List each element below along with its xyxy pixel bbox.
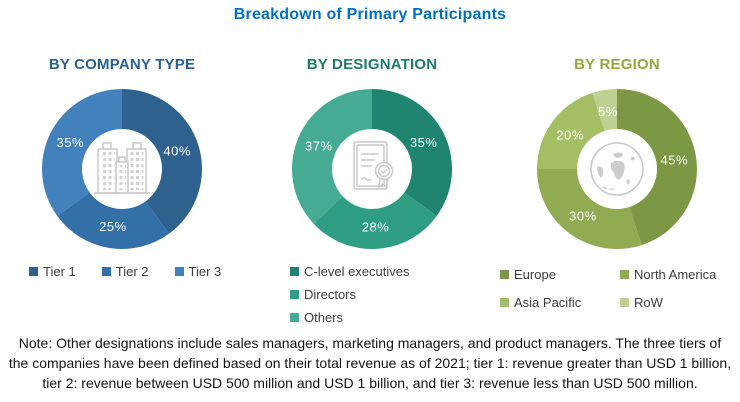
donut-slice	[122, 89, 202, 234]
legend-label: Others	[304, 310, 344, 325]
legend-item: North America	[620, 267, 737, 282]
legend-designation: C-level executives Directors Others	[290, 264, 467, 325]
legend-swatch	[620, 298, 629, 307]
donut-chart-company-type: 40% 25% 35%	[42, 89, 202, 249]
legend-label: Tier 1	[43, 264, 76, 279]
donut-slice	[42, 89, 123, 217]
chart-title-designation: BY DESIGNATION	[306, 56, 438, 73]
footnote: Note: Other designations include sales m…	[0, 334, 740, 394]
donut-slice	[57, 192, 170, 249]
legend-swatch	[500, 298, 509, 307]
legend-swatch	[29, 267, 38, 276]
donut-designation: 35% 28% 37%	[287, 84, 457, 254]
slice-label: 40%	[163, 144, 191, 159]
slice-label: 28%	[362, 219, 390, 234]
legend-label: Tier 2	[115, 264, 149, 279]
legend-swatch	[620, 270, 629, 279]
donut-region: 45% 30% 20% 5%	[532, 84, 702, 254]
legend-item: Europe	[500, 267, 620, 282]
legend-swatch	[174, 267, 184, 276]
legend-item: Tier 3	[174, 264, 222, 279]
donut-chart-region: 45% 30% 20% 5%	[537, 89, 697, 249]
slice-label: 30%	[569, 208, 597, 223]
legend-label: Asia Pacific	[514, 295, 582, 310]
legend-label: Tier 3	[188, 264, 222, 279]
legend-label: Directors	[304, 287, 357, 302]
legend-item: Others	[290, 310, 467, 325]
slice-label: 45%	[661, 152, 689, 167]
footnote-text: Note: Other designations include sales m…	[8, 335, 732, 391]
legend-item: C-level executives	[290, 264, 467, 279]
legend-item: Tier 2	[101, 264, 149, 279]
slice-label: 25%	[99, 219, 127, 234]
donut-slice	[537, 92, 605, 169]
donut-company-type: 40% 25% 35%	[37, 84, 207, 254]
chart-title-company-type: BY COMPANY TYPE	[48, 56, 196, 73]
donut-slice	[313, 192, 437, 249]
donut-slice	[617, 89, 697, 246]
legend-swatch	[290, 290, 299, 299]
legend-label: C-level executives	[304, 264, 410, 279]
legend-item: Directors	[290, 287, 467, 302]
legend-swatch	[290, 313, 299, 322]
legend-region: Europe North America Asia Pacific RoW	[500, 267, 737, 310]
legend-company-type: Tier 1 Tier 2 Tier 3	[29, 264, 221, 279]
legend-swatch	[101, 267, 111, 276]
legend-item: RoW	[620, 295, 737, 310]
slice-label: 20%	[556, 127, 584, 142]
donut-slice	[372, 89, 452, 217]
slice-label: 35%	[410, 135, 438, 150]
chart-by-company-type: BY COMPANY TYPE 40% 25% 35%	[27, 56, 221, 279]
donut-slice	[537, 169, 642, 249]
legend-item: Asia Pacific	[500, 295, 620, 310]
legend-label: Europe	[514, 267, 556, 282]
legend-label: North America	[634, 267, 717, 282]
page-title: Breakdown of Primary Participants	[233, 6, 507, 23]
legend-item: Tier 1	[29, 264, 76, 279]
legend-swatch	[290, 267, 299, 276]
slice-label: 5%	[598, 104, 618, 119]
chart-title-region: BY REGION	[574, 56, 660, 73]
donut-slice	[592, 89, 617, 131]
legend-label: RoW	[634, 295, 663, 310]
slice-label: 35%	[57, 135, 85, 150]
chart-by-region: BY REGION 45% 30% 20% 5% Europe North Americ…	[497, 56, 737, 310]
slice-label: 37%	[305, 139, 333, 154]
donut-chart-designation: 35% 28% 37%	[292, 89, 452, 249]
legend-swatch	[500, 270, 509, 279]
chart-by-designation: BY DESIGNATION 35% 28% 37% C-level execu	[277, 56, 467, 325]
donut-slice	[292, 89, 372, 224]
